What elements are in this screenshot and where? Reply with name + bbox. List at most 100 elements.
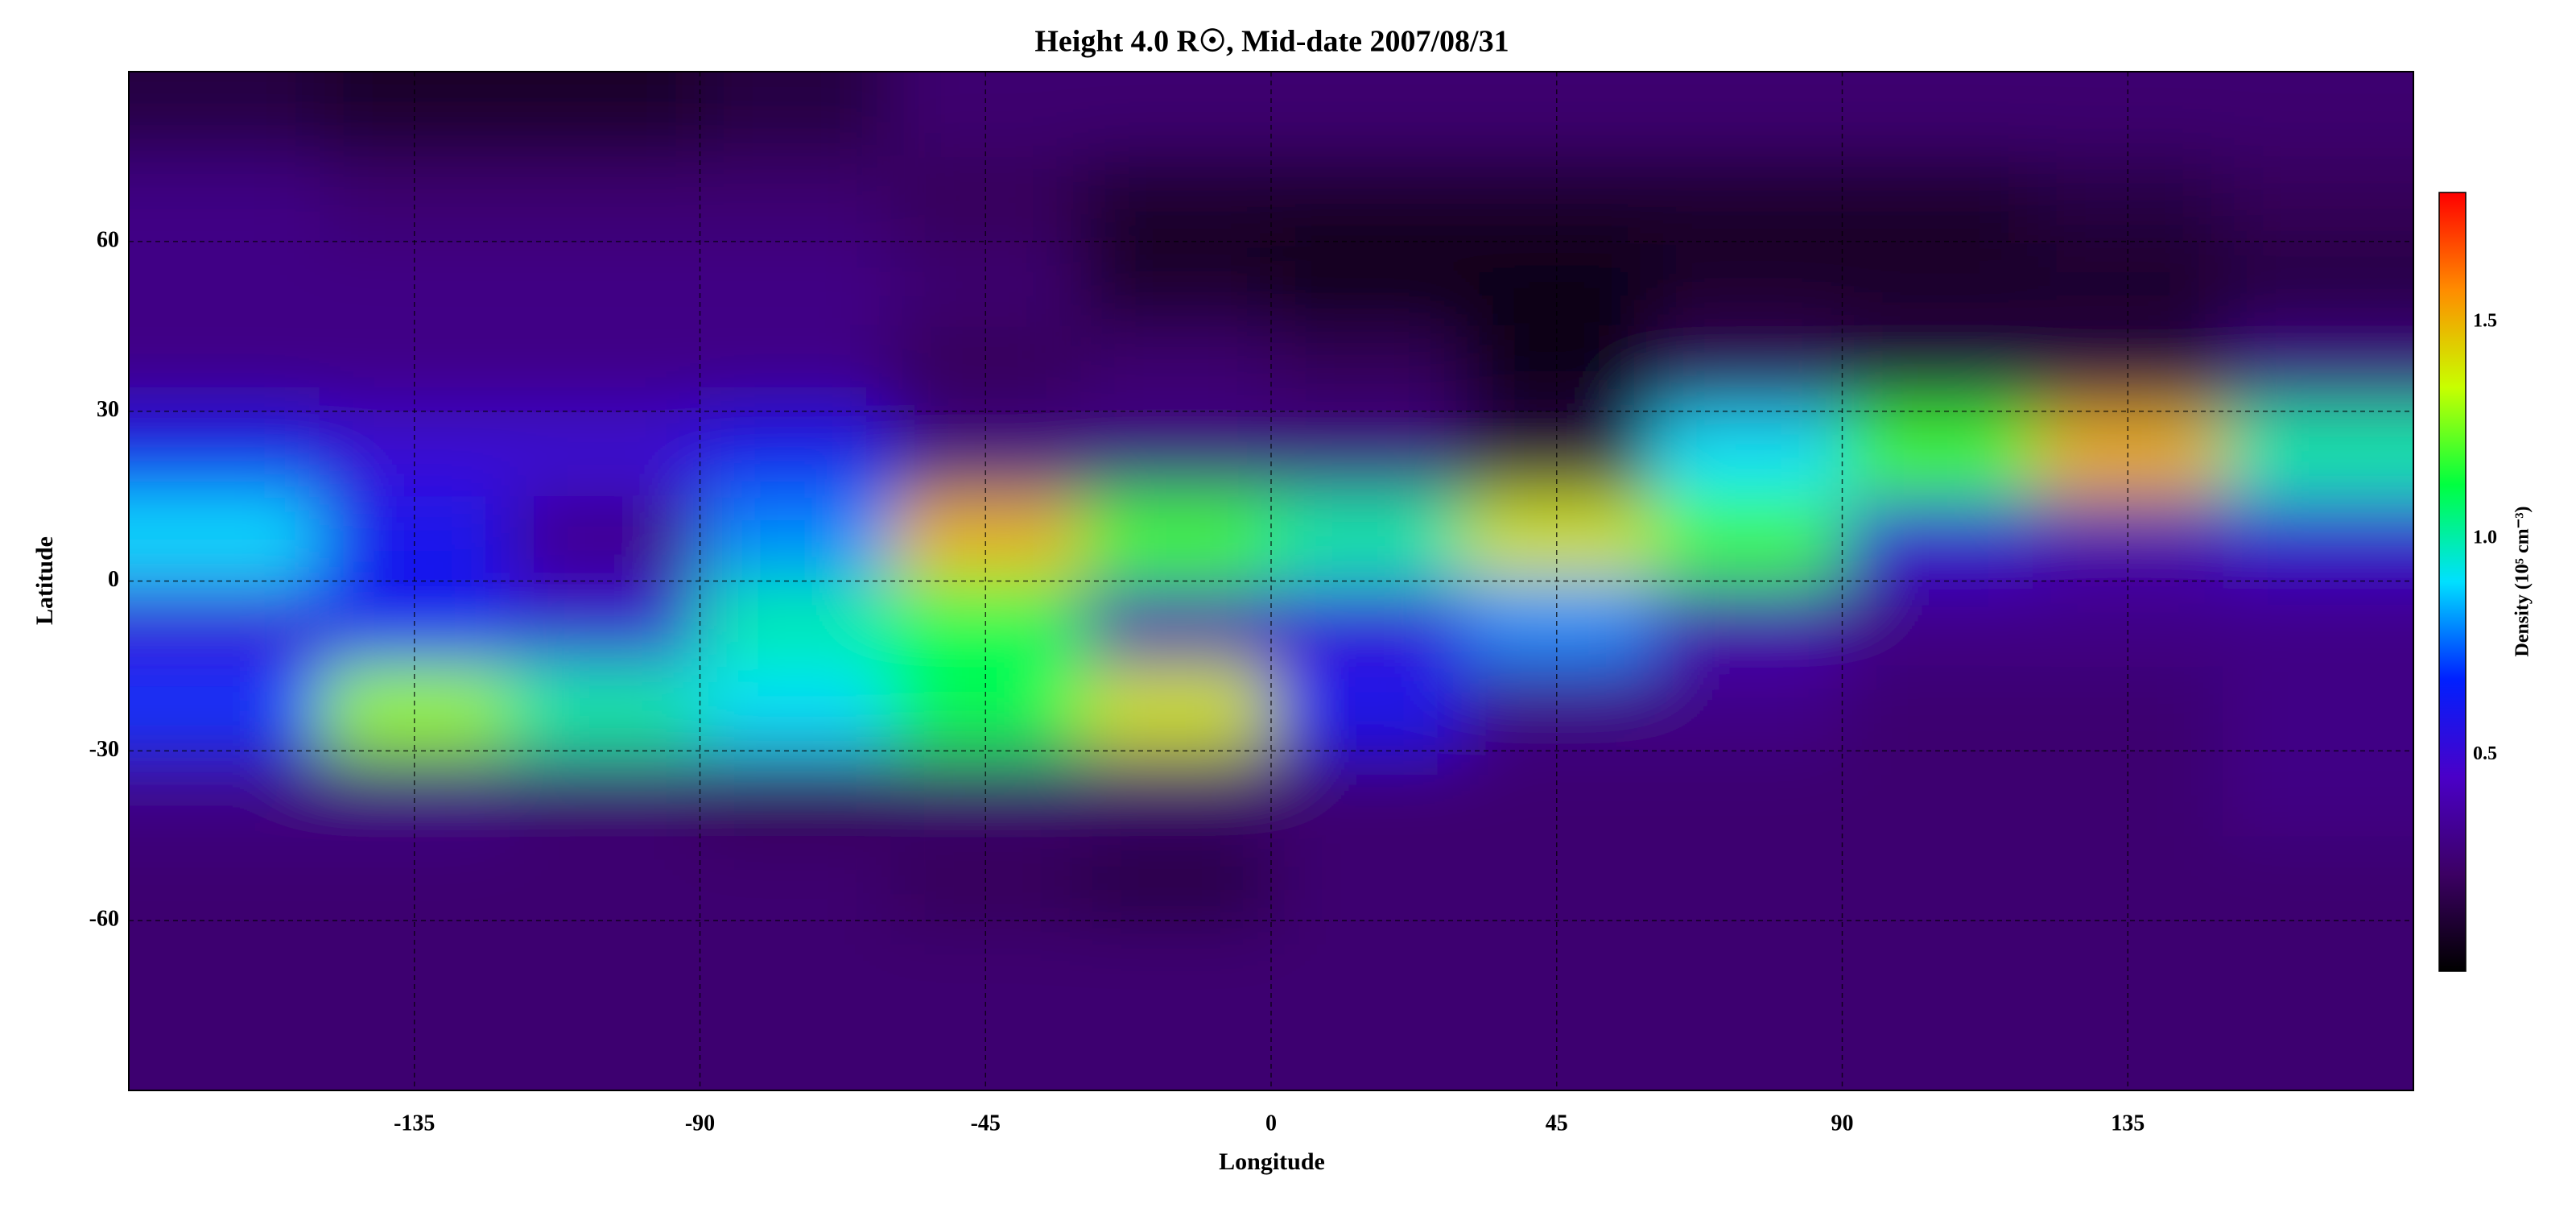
heat-cell — [2223, 326, 2413, 412]
heat-cell — [1461, 1005, 1653, 1090]
heat-cell — [1271, 241, 1463, 328]
y-tick-label: 0 — [108, 567, 119, 592]
heat-cell — [1842, 496, 2033, 582]
heat-cell — [700, 581, 891, 667]
heat-cell — [2223, 1005, 2413, 1090]
heat-cell — [1652, 751, 1843, 837]
colorbar-tick-label: 0.5 — [2473, 743, 2497, 764]
heat-cell — [1652, 496, 1843, 582]
heat-cell — [510, 1005, 701, 1090]
heat-cell — [2223, 920, 2413, 1007]
heat-cell — [510, 835, 701, 922]
heat-cell — [2223, 581, 2413, 667]
heat-cell — [129, 920, 320, 1007]
y-tick-label: 30 — [97, 397, 119, 422]
heat-cell — [1842, 920, 2033, 1007]
heat-cell — [129, 496, 320, 582]
heat-cell — [2223, 496, 2413, 582]
heat-cell — [1271, 326, 1463, 412]
heat-cell — [700, 496, 891, 582]
heat-cell — [510, 496, 701, 582]
heat-cell — [129, 1005, 320, 1090]
heat-cell — [129, 156, 320, 242]
heat-cell — [1842, 411, 2033, 498]
heat-cell — [700, 1005, 891, 1090]
heat-cell — [129, 326, 320, 412]
heat-cell — [510, 920, 701, 1007]
heat-cell — [1652, 1005, 1843, 1090]
heat-cell — [510, 665, 701, 752]
heat-cell — [700, 326, 891, 412]
x-tick-label: -45 — [971, 1111, 1001, 1136]
heat-cell — [2033, 1005, 2224, 1090]
heat-cell — [1842, 156, 2033, 242]
heat-cell — [2223, 72, 2413, 158]
heat-cell — [129, 581, 320, 667]
heat-cell — [1652, 665, 1843, 752]
y-tick-label: -30 — [89, 737, 119, 762]
heat-cell — [1271, 156, 1463, 242]
heat-cell — [319, 1005, 510, 1090]
x-tick-label: -90 — [685, 1111, 715, 1136]
heat-cell — [1080, 496, 1272, 582]
heat-cell — [1842, 1005, 2033, 1090]
heat-cell — [510, 72, 701, 158]
heat-cell — [1842, 835, 2033, 922]
heat-cell — [1842, 326, 2033, 412]
heat-cell — [129, 241, 320, 328]
heat-cell — [129, 835, 320, 922]
heat-cell — [1842, 241, 2033, 328]
heat-cell — [1271, 920, 1463, 1007]
heat-cell — [1271, 835, 1463, 922]
y-tick-label: -60 — [89, 907, 119, 932]
chart-title: Height 4.0 R☉, Mid-date 2007/08/31 — [1034, 25, 1509, 59]
heat-cell — [700, 835, 891, 922]
heat-cell — [1271, 496, 1463, 582]
heat-cell — [1080, 241, 1272, 328]
heat-cell — [510, 411, 701, 498]
heat-cell — [700, 920, 891, 1007]
heat-cell — [1080, 1005, 1272, 1090]
heat-cell — [1271, 665, 1463, 752]
heat-cell — [2223, 665, 2413, 752]
heat-cell — [1080, 665, 1272, 752]
colorbar-tick-label: 1.0 — [2473, 527, 2497, 548]
heat-cell — [700, 241, 891, 328]
heat-cell — [129, 72, 320, 158]
colorbar — [2438, 192, 2467, 972]
heat-cell — [1652, 581, 1843, 667]
heat-cell — [700, 665, 891, 752]
heat-cell — [1842, 581, 2033, 667]
heat-cell — [1271, 1005, 1463, 1090]
heat-cell — [700, 72, 891, 158]
heat-cell — [510, 241, 701, 328]
heat-cell — [2223, 156, 2413, 242]
heat-cell — [2223, 411, 2413, 498]
heat-cell — [1271, 751, 1463, 837]
heat-cell — [1652, 326, 1843, 412]
heat-cell — [1080, 156, 1272, 242]
x-tick-label: 135 — [2111, 1111, 2145, 1136]
heat-cell — [510, 751, 701, 837]
heat-cell — [1080, 326, 1272, 412]
heat-cell — [1080, 411, 1272, 498]
heat-cell — [1652, 72, 1843, 158]
heat-cell — [890, 1005, 1082, 1090]
heat-cell — [1080, 751, 1272, 837]
heat-cell — [1652, 920, 1843, 1007]
colorbar-label: Density (10⁵ cm⁻³) — [2512, 506, 2533, 656]
heat-cell — [2223, 241, 2413, 328]
y-tick-label: 60 — [97, 227, 119, 252]
heat-cell — [510, 326, 701, 412]
heat-cell — [129, 751, 320, 837]
heat-cell — [1842, 72, 2033, 158]
colorbar-tick-label: 1.5 — [2473, 311, 2497, 332]
heat-cell — [2223, 751, 2413, 837]
heat-cell — [1271, 411, 1463, 498]
heat-cell — [510, 156, 701, 242]
x-tick-label: 0 — [1265, 1111, 1277, 1136]
heat-cell — [1080, 920, 1272, 1007]
plot-frame — [128, 71, 2414, 1091]
heat-cell — [1080, 72, 1272, 158]
